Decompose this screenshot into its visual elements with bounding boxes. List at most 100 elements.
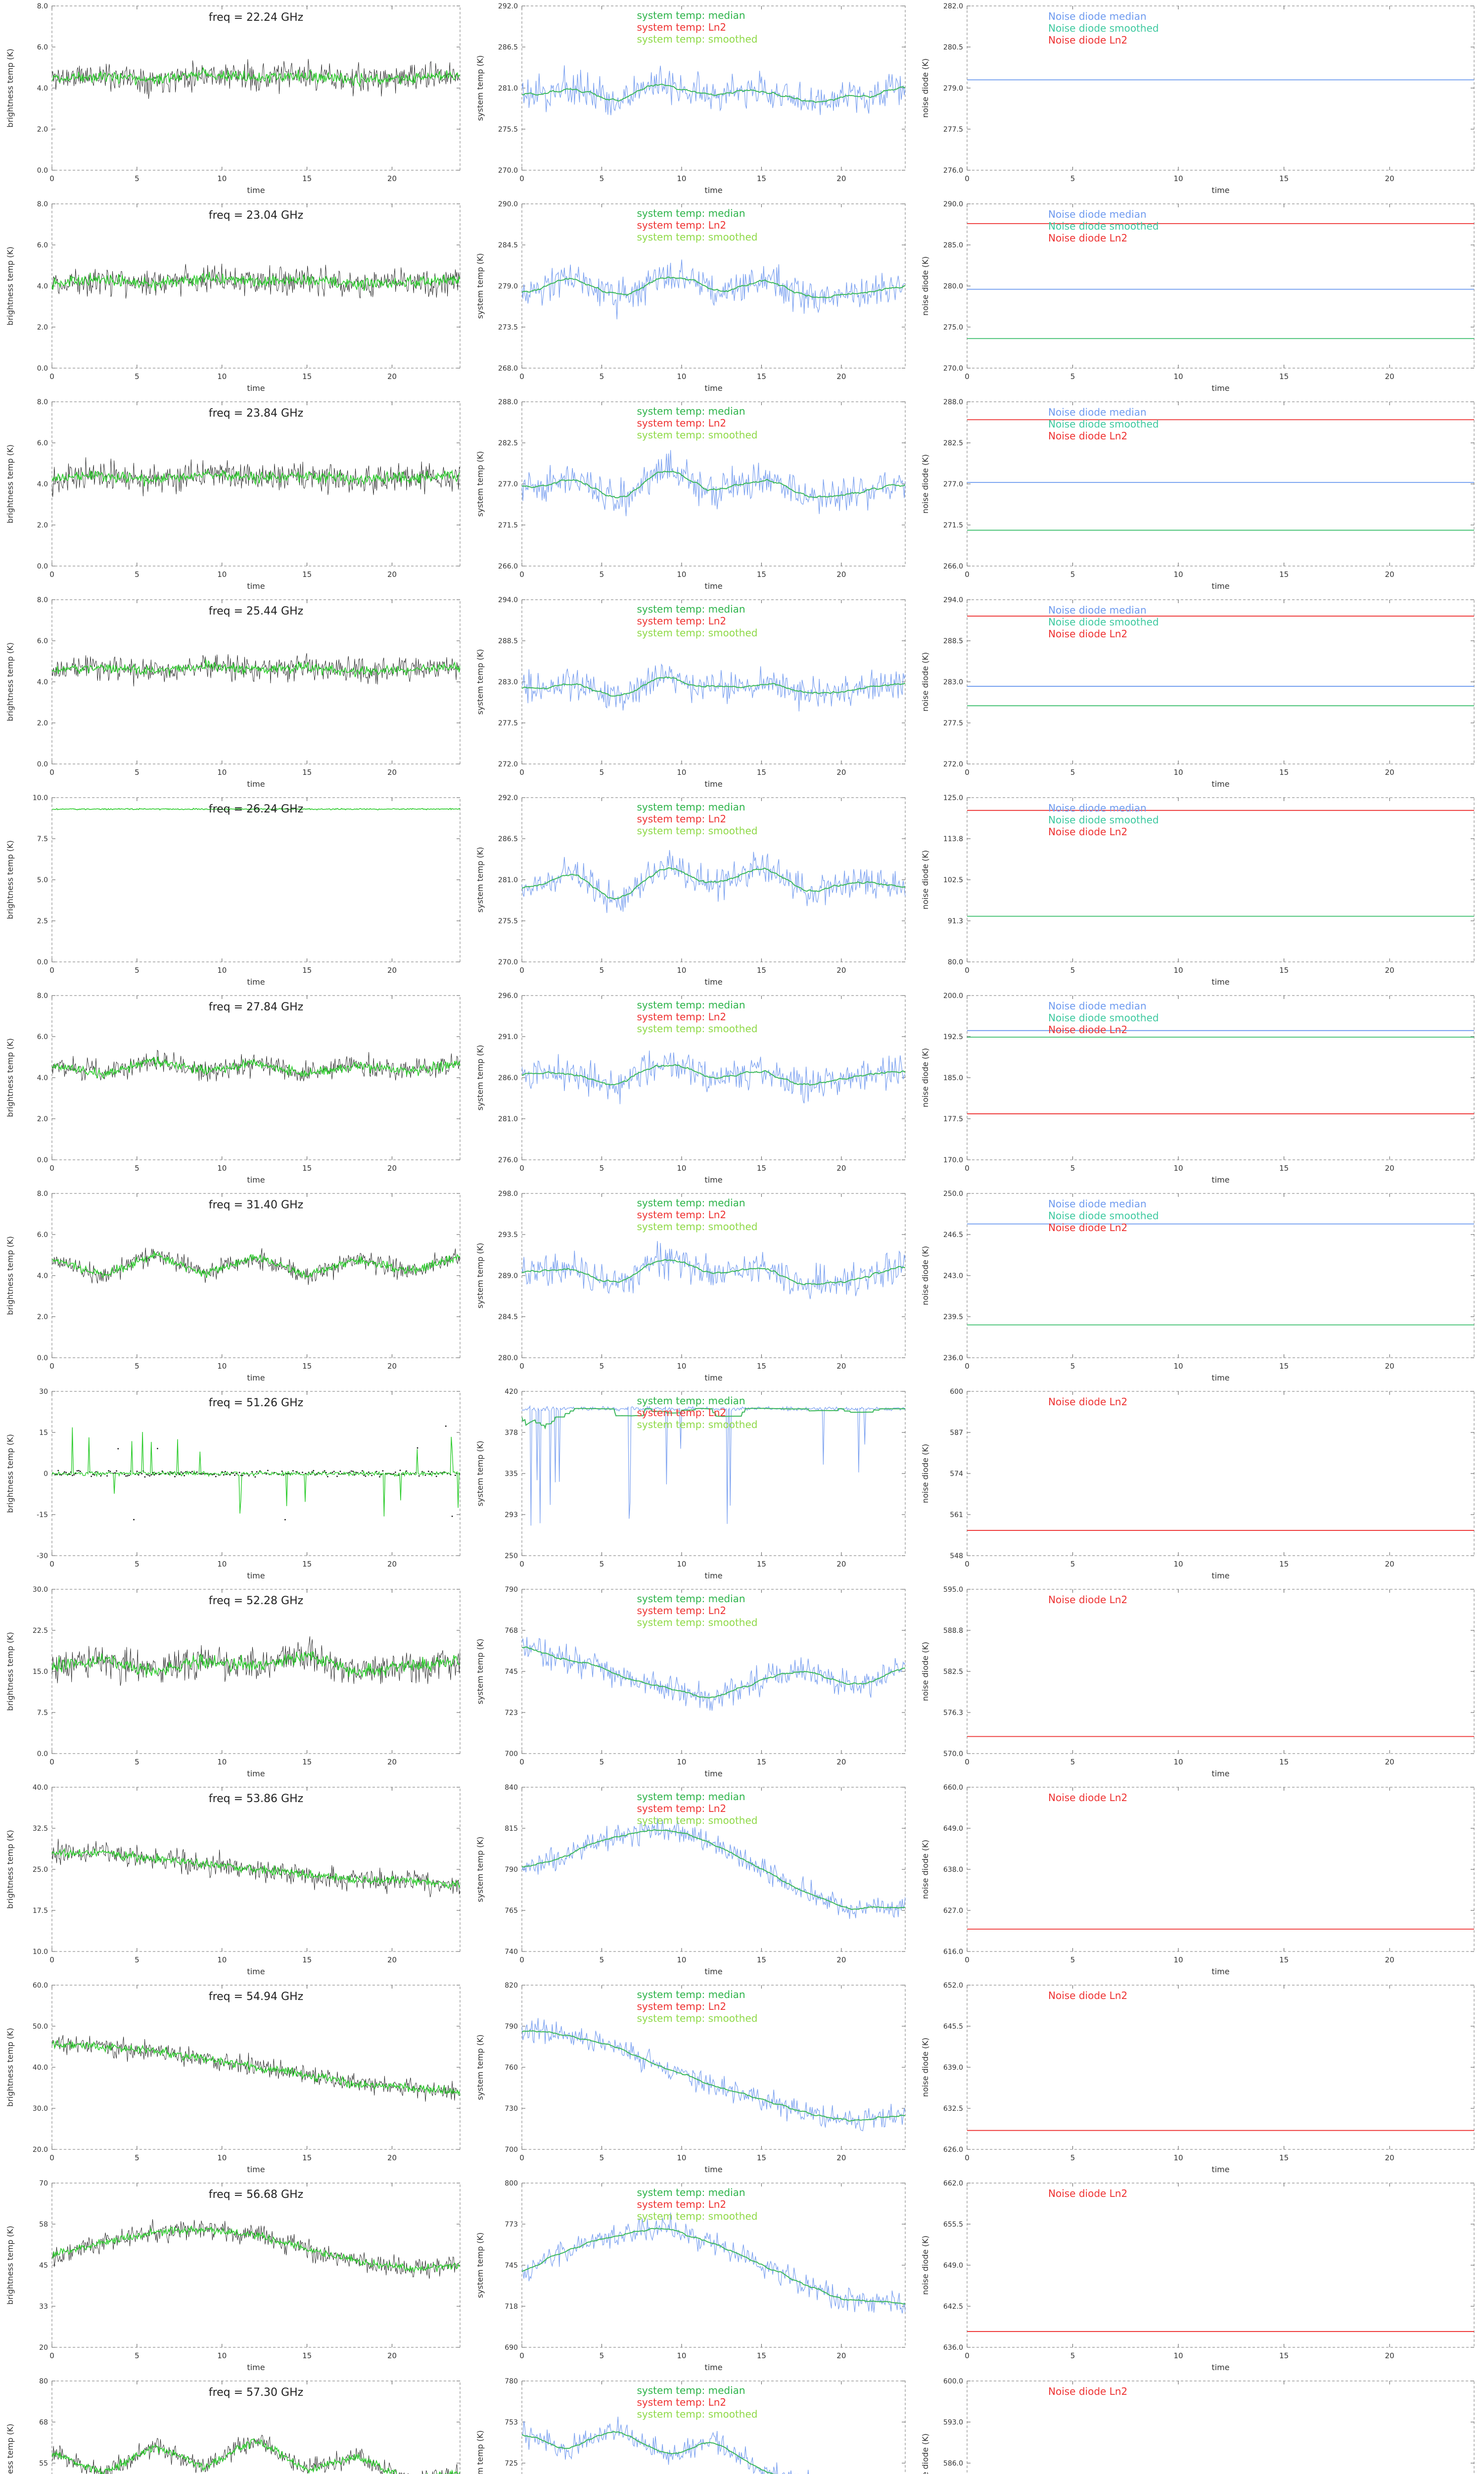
- scatter-point: [399, 1470, 401, 1471]
- sky-temp-plot: 0 5 10 15 20 0.0 2.0 4.0 6.0 8.0 time brightness te…: [5, 596, 461, 789]
- scatter-point: [157, 1448, 158, 1449]
- x-tick-label: 15: [757, 2351, 766, 2360]
- x-tick-label: 15: [757, 1164, 766, 1173]
- x-axis-label: time: [1211, 186, 1229, 195]
- scatter-point: [108, 1470, 110, 1472]
- legend-entry: system temp: smoothed: [637, 429, 758, 441]
- x-tick-label: 0: [519, 1164, 524, 1173]
- x-tick-label: 10: [1174, 1164, 1183, 1173]
- plot-area: [52, 808, 460, 811]
- scatter-point: [424, 1474, 426, 1476]
- scatter-point: [325, 1472, 327, 1474]
- legend-entry: Noise diode smoothed: [1048, 418, 1159, 430]
- scatter-point: [445, 1425, 447, 1427]
- x-tick-label: 5: [135, 1560, 139, 1569]
- sky-black-noise: [52, 1049, 460, 1082]
- y-tick-label: 2.0: [37, 522, 48, 529]
- y-tick-label: 587: [950, 1429, 963, 1437]
- y-tick-label: 0: [44, 1470, 48, 1478]
- y-tick-label: 272.0: [498, 761, 518, 768]
- x-axis-label: time: [247, 1571, 265, 1580]
- freq-title: freq = 31.40 GHz: [209, 1199, 303, 1211]
- y-tick-label: 2.0: [37, 126, 48, 134]
- scatter-point: [92, 1474, 94, 1475]
- plot-frame: [967, 203, 1475, 369]
- x-tick-label: 15: [302, 2153, 312, 2162]
- y-tick-label: 279.0: [943, 85, 963, 93]
- scatter-point: [185, 1471, 187, 1473]
- y-axis-label: brightness temp (K): [5, 2424, 15, 2474]
- x-tick-label: 5: [600, 2351, 604, 2360]
- x-tick-label: 5: [135, 372, 139, 381]
- y-tick-label: 600.0: [943, 2378, 963, 2385]
- x-tick-label: 10: [677, 1164, 686, 1173]
- x-axis-label: time: [704, 779, 722, 789]
- sky-green-series: [52, 1651, 460, 1678]
- scatter-point: [182, 1472, 184, 1474]
- plot-area: [52, 59, 460, 99]
- x-tick-label: 15: [1279, 1560, 1289, 1569]
- y-tick-label: 276.0: [498, 1156, 518, 1164]
- y-tick-label: 22.5: [33, 1627, 48, 1635]
- legend-entry: system temp: Ln2: [637, 1209, 727, 1221]
- x-tick-label: 5: [1070, 570, 1075, 579]
- legend-entry: system temp: Ln2: [637, 615, 727, 627]
- y-axis-label: brightness temp (K): [5, 840, 15, 919]
- y-tick-label: 30.0: [33, 2105, 48, 2113]
- plot-area: [522, 1405, 905, 1526]
- x-tick-label: 0: [965, 570, 970, 579]
- y-tick-label: 283.0: [498, 678, 518, 686]
- x-tick-label: 20: [1385, 1362, 1394, 1371]
- legend-entry: system temp: smoothed: [637, 627, 758, 639]
- y-tick-label: 277.5: [943, 126, 963, 134]
- y-tick-label: 80: [39, 2378, 48, 2385]
- y-tick-label: 292.0: [498, 2, 518, 10]
- scatter-point: [431, 1471, 433, 1473]
- legend-entry: system temp: smoothed: [637, 1221, 758, 1233]
- y-tick-label: 420: [505, 1388, 518, 1396]
- x-tick-label: 0: [519, 1955, 524, 1964]
- y-tick-label: 285.0: [943, 241, 963, 249]
- x-tick-label: 20: [387, 768, 397, 777]
- y-tick-label: 0.0: [37, 563, 48, 571]
- x-tick-label: 10: [1174, 2351, 1183, 2360]
- freq-title: freq = 26.24 GHz: [209, 803, 303, 815]
- scatter-point: [231, 1472, 232, 1474]
- y-tick-label: 282.5: [943, 439, 963, 447]
- x-tick-label: 0: [49, 2153, 54, 2162]
- y-tick-label: 790: [505, 2023, 518, 2031]
- scatter-point: [333, 1471, 335, 1473]
- x-tick-label: 15: [302, 174, 312, 183]
- y-tick-label: 582.5: [943, 1668, 963, 1676]
- x-axis-label: time: [1211, 2363, 1229, 2372]
- y-axis-label: brightness temp (K): [5, 246, 15, 325]
- scatter-point: [78, 1470, 80, 1472]
- scatter-point: [117, 1448, 119, 1450]
- y-tick-label: 286.5: [498, 44, 518, 51]
- x-tick-label: 10: [1174, 768, 1183, 777]
- y-axis-label: system temp (K): [475, 847, 485, 913]
- plot-frame: [967, 1787, 1475, 1952]
- x-tick-label: 15: [1279, 174, 1289, 183]
- x-tick-label: 20: [387, 1560, 397, 1569]
- x-tick-label: 0: [519, 174, 524, 183]
- y-axis-label: noise diode (K): [921, 652, 930, 712]
- x-tick-label: 0: [965, 2351, 970, 2360]
- x-axis-label: time: [704, 383, 722, 393]
- plot-area: [52, 2219, 460, 2279]
- sys-smoothed-series: [522, 276, 905, 298]
- legend-entry: Noise diode median: [1048, 604, 1147, 616]
- scatter-point: [191, 1471, 193, 1473]
- y-tick-label: 588.8: [943, 1627, 963, 1635]
- legend-entry: system temp: Ln2: [637, 813, 727, 825]
- y-axis-label: system temp (K): [475, 2430, 485, 2474]
- scatter-point: [124, 1474, 125, 1475]
- plot-area: [967, 223, 1474, 339]
- x-axis-label: time: [704, 977, 722, 987]
- y-tick-label: 655.5: [943, 2221, 963, 2229]
- scatter-point: [226, 1474, 228, 1475]
- y-tick-label: 275.5: [498, 126, 518, 134]
- sys-raw-series: [522, 1050, 905, 1104]
- freq-title: freq = 23.84 GHz: [209, 407, 303, 420]
- sky-temp-plot: 0 5 10 15 20 -30 -15 0 15 30 time brightness temp (…: [5, 1388, 461, 1580]
